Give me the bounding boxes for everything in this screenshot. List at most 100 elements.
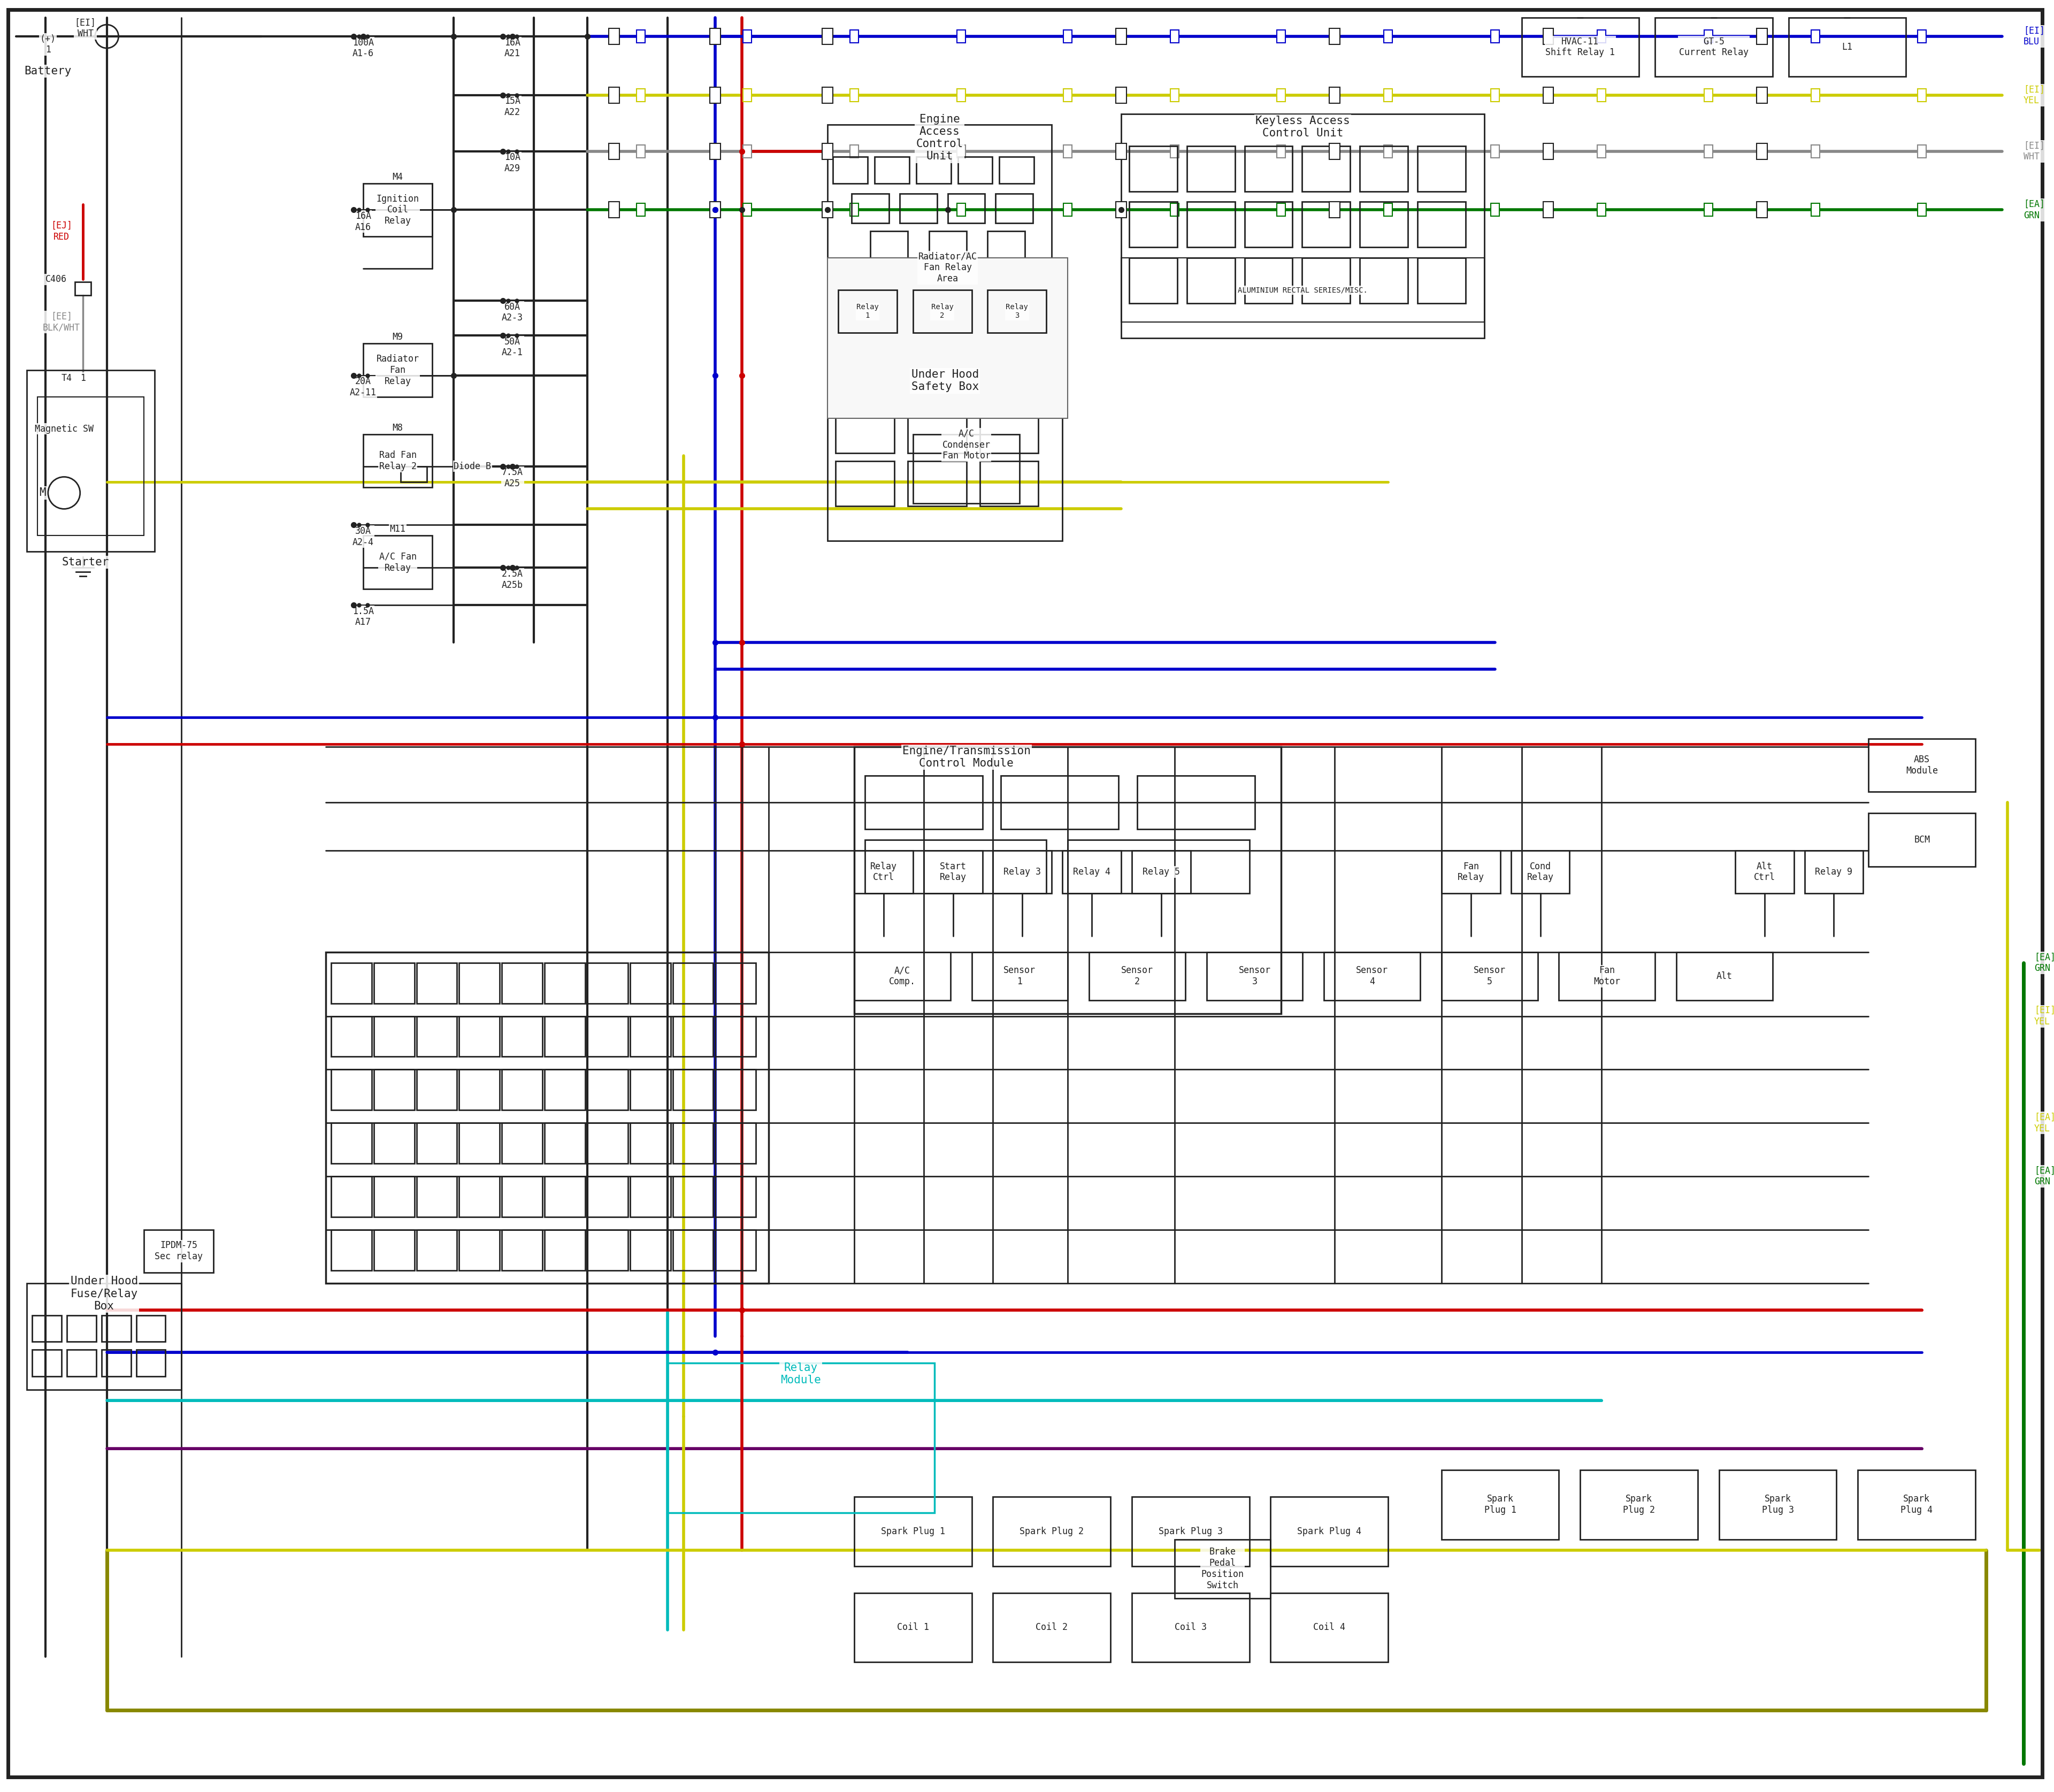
Text: Spark
Plug 4: Spark Plug 4	[1900, 1495, 1933, 1514]
Text: Brake
Pedal
Position
Switch: Brake Pedal Position Switch	[1202, 1546, 1245, 1590]
Bar	[1812, 30, 1820, 43]
Bar	[1064, 145, 1072, 158]
Bar	[136, 1315, 166, 1342]
Text: 30A
A2-4: 30A A2-4	[353, 527, 374, 547]
Bar	[501, 1070, 542, 1109]
Text: 7.5A
A25: 7.5A A25	[501, 468, 524, 489]
Bar	[674, 1070, 713, 1109]
Bar	[1705, 145, 1713, 158]
Bar	[828, 371, 1062, 541]
Bar	[1442, 1469, 1559, 1539]
Bar	[865, 776, 982, 830]
Bar	[1171, 145, 1179, 158]
Bar	[544, 1229, 585, 1271]
Bar	[1491, 30, 1499, 43]
Bar	[1417, 145, 1465, 192]
Bar	[1812, 90, 1820, 102]
Text: 60A
A2-3: 60A A2-3	[501, 303, 524, 323]
Bar	[374, 962, 415, 1004]
Bar	[1918, 145, 1927, 158]
Bar	[1206, 952, 1302, 1000]
Bar	[1756, 29, 1766, 45]
Bar	[374, 1070, 415, 1109]
Text: [EA]
GRN: [EA] GRN	[2033, 1167, 2054, 1186]
Text: (+)
1: (+) 1	[39, 34, 55, 56]
Bar	[715, 1124, 756, 1163]
Text: 1: 1	[80, 373, 86, 383]
Bar	[1064, 204, 1072, 217]
Bar	[1656, 18, 1773, 77]
Bar	[364, 536, 433, 590]
Bar	[668, 1364, 935, 1512]
Bar	[828, 258, 1068, 418]
Bar	[101, 1315, 131, 1342]
Bar	[871, 269, 908, 297]
Text: [EA]
GRN: [EA] GRN	[2033, 952, 2054, 973]
Text: Fan
Motor: Fan Motor	[1594, 966, 1621, 986]
Bar	[928, 269, 965, 297]
Bar	[850, 145, 859, 158]
Text: Relay 9: Relay 9	[1816, 867, 1853, 876]
Bar	[364, 434, 433, 487]
Bar	[674, 1176, 713, 1217]
Bar	[1302, 145, 1349, 192]
Bar	[460, 1124, 499, 1163]
Bar	[711, 29, 721, 45]
Bar	[715, 1229, 756, 1271]
Bar	[711, 202, 721, 219]
Bar	[331, 1229, 372, 1271]
Text: Relay
2: Relay 2	[930, 303, 953, 319]
Bar	[1543, 29, 1553, 45]
Bar	[331, 962, 372, 1004]
Bar	[608, 29, 620, 45]
Bar	[74, 281, 90, 296]
Bar	[1812, 145, 1820, 158]
Bar	[850, 204, 859, 217]
Bar	[66, 1349, 97, 1376]
Bar	[1130, 202, 1177, 247]
Bar	[900, 194, 937, 224]
Bar	[1384, 30, 1393, 43]
Text: Relay
Module: Relay Module	[781, 1362, 822, 1385]
Bar	[331, 1124, 372, 1163]
Bar	[1522, 18, 1639, 77]
Bar	[928, 231, 965, 260]
Bar	[1869, 814, 1976, 867]
Bar	[1325, 952, 1419, 1000]
Bar	[1360, 202, 1407, 247]
Bar	[957, 156, 992, 183]
Bar	[544, 1070, 585, 1109]
Text: [EI]
BLU: [EI] BLU	[2023, 27, 2046, 47]
Text: Sensor
5: Sensor 5	[1473, 966, 1506, 986]
Bar	[838, 290, 898, 333]
Bar	[1442, 851, 1499, 894]
Text: 2.5A
A25b: 2.5A A25b	[501, 570, 524, 590]
Bar	[1115, 143, 1126, 159]
Text: Engine
Access
Control
Unit: Engine Access Control Unit	[916, 115, 963, 161]
Bar	[544, 1176, 585, 1217]
Bar	[1559, 952, 1656, 1000]
Text: Ignition
Coil
Relay: Ignition Coil Relay	[376, 194, 419, 226]
Bar	[972, 952, 1068, 1000]
Bar	[37, 396, 144, 536]
Text: Fan
Relay: Fan Relay	[1458, 862, 1485, 882]
Bar	[501, 1016, 542, 1057]
Text: Rad Fan
Relay 2: Rad Fan Relay 2	[380, 450, 417, 471]
Text: Engine/Transmission
Control Module: Engine/Transmission Control Module	[902, 745, 1031, 769]
Bar	[1491, 204, 1499, 217]
Text: M: M	[39, 487, 45, 498]
Bar	[744, 204, 752, 217]
Bar	[1598, 145, 1606, 158]
Text: Spark Plug 2: Spark Plug 2	[1019, 1527, 1085, 1536]
Text: M11: M11	[390, 525, 407, 534]
Bar	[417, 1016, 456, 1057]
Bar	[1245, 258, 1292, 303]
Text: Keyless Access
Control Unit: Keyless Access Control Unit	[1255, 116, 1349, 138]
Bar	[1705, 204, 1713, 217]
Bar	[988, 231, 1025, 260]
Text: Relay
3: Relay 3	[1006, 303, 1029, 319]
Text: A/C
Condenser
Fan Motor: A/C Condenser Fan Motor	[943, 428, 990, 461]
Bar	[1705, 90, 1713, 102]
Text: Diode B: Diode B	[454, 461, 491, 471]
Bar	[1329, 29, 1339, 45]
